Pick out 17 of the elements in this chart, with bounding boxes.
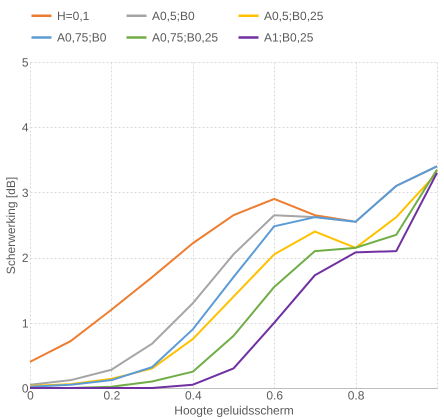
legend-label: A1;B0,25 xyxy=(264,30,314,44)
legend-label: A0,5;B0,25 xyxy=(264,8,324,23)
y-tick-label: 1 xyxy=(22,316,29,330)
legend-label: H=0,1 xyxy=(57,8,90,23)
legend-label: A0,75;B0 xyxy=(57,30,107,44)
legend-label: A0,75;B0,25 xyxy=(152,30,218,44)
x-tick-label: 0.4 xyxy=(184,388,202,402)
x-axis-title: Hoogte geluidsscherm xyxy=(174,404,294,418)
x-tick-label: 0.8 xyxy=(348,388,365,402)
y-tick-label: 2 xyxy=(22,251,29,266)
y-axis-title: Scherwerking [dB] xyxy=(4,176,18,274)
y-tick-label: 3 xyxy=(22,186,29,200)
x-tick-label: 0.2 xyxy=(104,388,121,402)
y-tick-label: 5 xyxy=(22,56,29,70)
y-tick-label: 4 xyxy=(22,120,29,135)
x-tick-label: 0.6 xyxy=(266,388,284,402)
legend-label: A0,5;B0 xyxy=(152,8,196,23)
